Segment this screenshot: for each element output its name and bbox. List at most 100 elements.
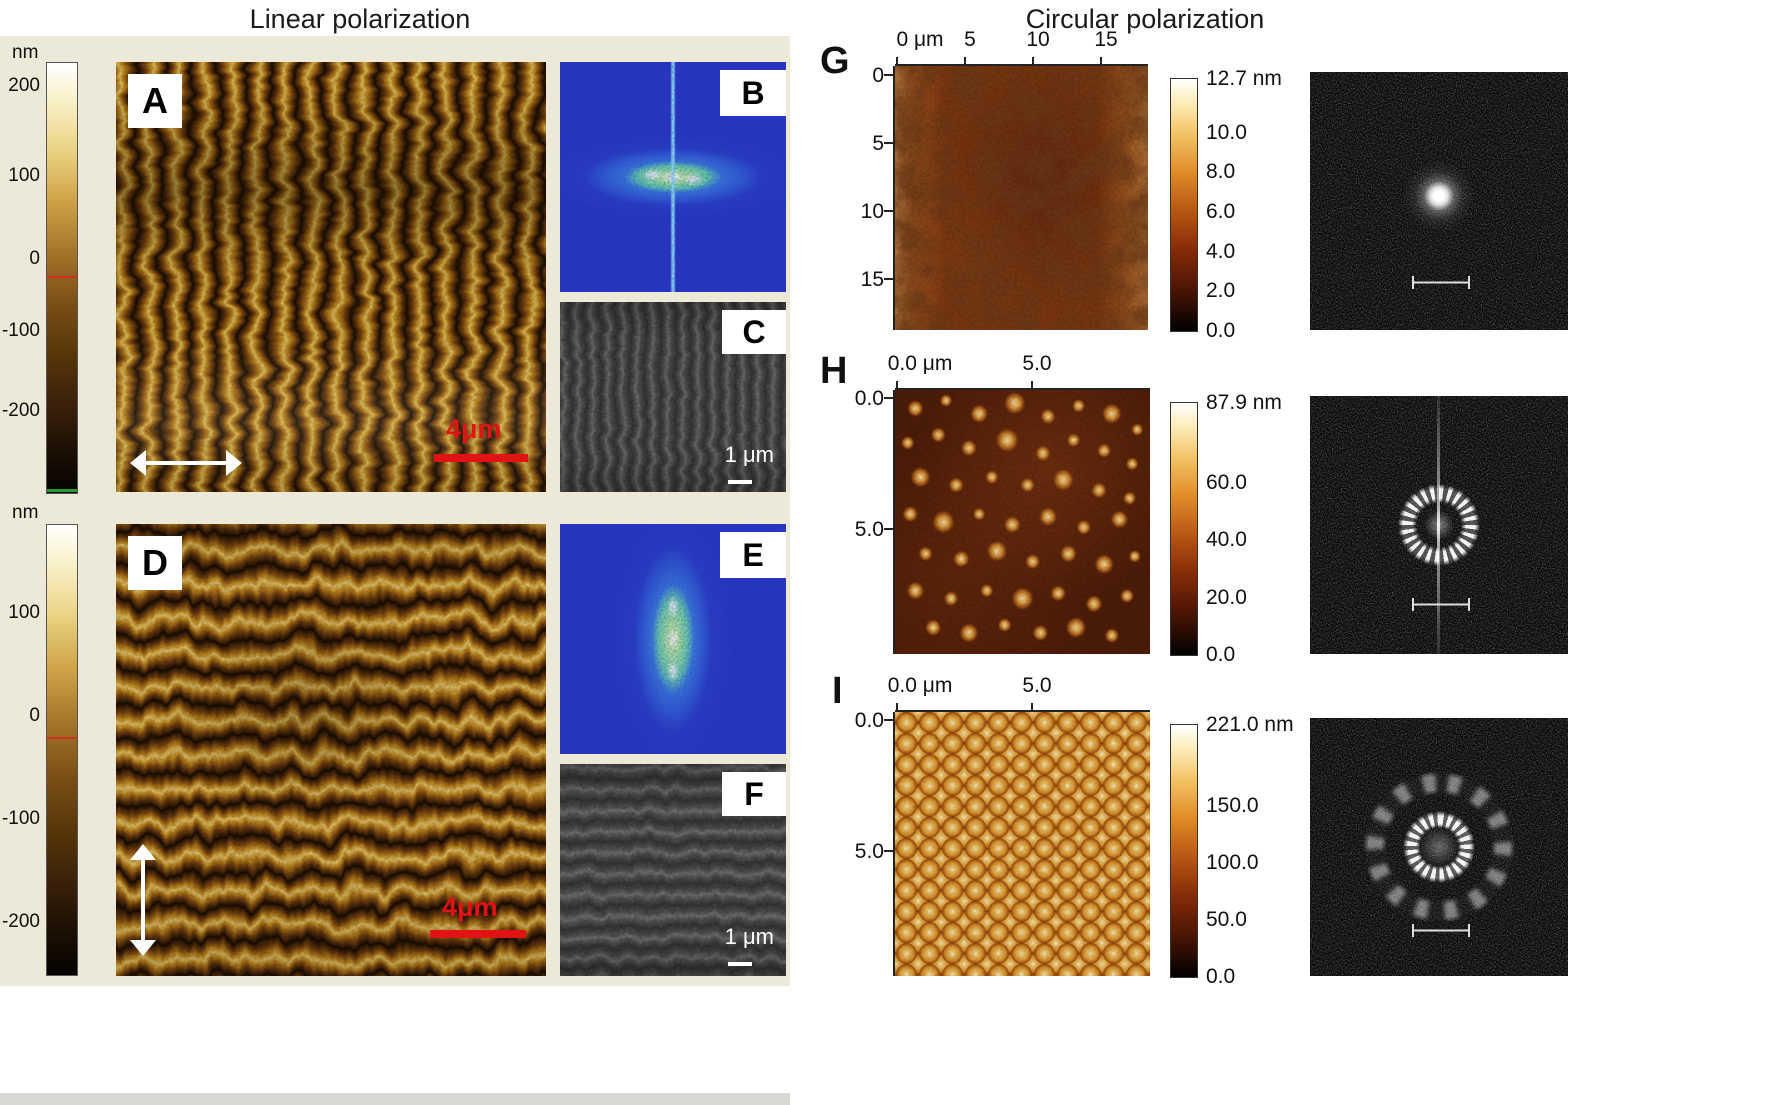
colorbar1-tick: -200 (1, 400, 40, 421)
colorbar-label: 0.0 (1206, 643, 1236, 666)
panel-label-e: E (720, 532, 786, 578)
panel-label-f: F (722, 772, 786, 816)
height-colorbar-1 (46, 62, 78, 494)
scale-bracket (1412, 924, 1470, 937)
x-tick-label: 5.0 (1022, 352, 1052, 375)
panel-label-c: C (722, 310, 786, 354)
colorbar-label: 221.0 nm (1206, 713, 1294, 736)
y-tick-label: 15 (860, 268, 884, 291)
height-colorbar-2 (46, 524, 78, 976)
colorbar1-red-marker (47, 275, 77, 278)
y-tick-label: 0.0 (854, 387, 884, 410)
colorbar-label: 150.0 (1206, 794, 1259, 817)
scalebar-c (728, 480, 752, 484)
x-tick-label: 5 (964, 28, 976, 51)
row-label-g: G (820, 40, 850, 82)
colorbar-label: 60.0 (1206, 471, 1247, 494)
fft-image-e: E (560, 524, 786, 754)
colorbar1-tick: -100 (1, 320, 40, 341)
y-tick-label: 5.0 (854, 840, 884, 863)
x-tick-label: 0.0 μm (887, 352, 953, 375)
colorbar-label: 8.0 (1206, 160, 1236, 183)
y-tick-label: 10 (860, 200, 884, 223)
polarization-arrow-horizontal-icon (130, 450, 242, 476)
axis-tick (964, 57, 966, 66)
y-axis-line (893, 390, 895, 654)
axis-tick (884, 719, 893, 721)
afm-image-a: A 4μm (116, 62, 546, 492)
scalebar-a (434, 454, 528, 462)
height-colorbar-h (1170, 402, 1198, 656)
colorbar-label: 20.0 (1206, 586, 1247, 609)
x-tick-label: 10 (1026, 28, 1050, 51)
fft-image-i (1310, 718, 1568, 976)
scalebar-label-c: 1 μm (724, 442, 774, 467)
nanodot-texture (900, 391, 1144, 644)
sem-image-c: C 1 μm (560, 302, 786, 492)
y-tick-label: 0 (872, 64, 884, 87)
scalebar-f (728, 962, 752, 966)
fft-center-glow (1419, 827, 1459, 867)
x-tick-label: 15 (1094, 28, 1118, 51)
fft-image-h (1310, 396, 1568, 654)
colorbar-label: 40.0 (1206, 528, 1247, 551)
fft-image-b: B (560, 62, 786, 292)
y-axis-line (893, 712, 895, 976)
colorbar1-tick: 100 (8, 165, 40, 186)
y-tick-label: 5.0 (854, 518, 884, 541)
scalebar-d (430, 930, 526, 938)
sem-image-f: F 1 μm (560, 764, 786, 976)
colorbar2-tick: 0 (29, 705, 40, 726)
height-colorbar-i (1170, 724, 1198, 978)
axis-tick (896, 57, 898, 66)
colorbar1-tick: 200 (8, 75, 40, 96)
colorbar2-unit-label: nm (12, 502, 39, 523)
axis-tick (884, 74, 893, 76)
y-axis-line (893, 66, 895, 330)
x-axis-line (895, 388, 1150, 390)
x-axis-line (895, 710, 1150, 712)
afm-image-h (895, 390, 1150, 654)
colorbar-label: 2.0 (1206, 279, 1236, 302)
colorbar-label: 87.9 nm (1206, 391, 1282, 414)
x-axis-line (895, 64, 1148, 66)
colorbar1-tick: 0 (29, 248, 40, 269)
colorbar-label: 0.0 (1206, 965, 1236, 988)
colorbar-label: 12.7 nm (1206, 67, 1282, 90)
panel-label-a: A (128, 74, 182, 128)
polarization-arrow-vertical-icon (130, 844, 156, 956)
axis-tick (1032, 57, 1034, 66)
left-section-title: Linear polarization (249, 4, 471, 34)
x-tick-label: 0.0 μm (887, 674, 953, 697)
axis-tick (1100, 57, 1102, 66)
colorbar1-green-marker (47, 489, 77, 492)
x-tick-label: 5.0 (1022, 674, 1052, 697)
right-section-title: Circular polarization (1025, 4, 1265, 34)
axis-tick (884, 850, 893, 852)
height-colorbar-g (1170, 78, 1198, 332)
colorbar-label: 0.0 (1206, 319, 1236, 342)
axis-tick (884, 278, 893, 280)
colorbar-label: 10.0 (1206, 121, 1247, 144)
axis-tick (896, 381, 898, 390)
grain-overlay (895, 712, 1150, 976)
fft-image-g (1310, 72, 1568, 330)
scalebar-label-f: 1 μm (724, 924, 774, 949)
afm-image-d: D 4μm (116, 524, 546, 976)
row-label-i: I (832, 670, 843, 712)
fft-center-spot (1399, 156, 1479, 236)
afm-image-i (895, 712, 1150, 976)
afm-image-g (895, 66, 1148, 330)
colorbar-label: 50.0 (1206, 908, 1247, 931)
x-tick-label: 0 μm (896, 28, 944, 51)
axis-tick (884, 397, 893, 399)
axis-tick (1031, 381, 1033, 390)
axis-tick (884, 528, 893, 530)
fft-center-glow (1424, 510, 1454, 540)
y-tick-label: 5 (872, 132, 884, 155)
mottle-overlay (895, 66, 1148, 330)
scale-bracket (1412, 598, 1470, 611)
colorbar2-tick: -200 (1, 911, 40, 932)
row-label-h: H (820, 350, 848, 392)
panel-label-d: D (128, 536, 182, 590)
